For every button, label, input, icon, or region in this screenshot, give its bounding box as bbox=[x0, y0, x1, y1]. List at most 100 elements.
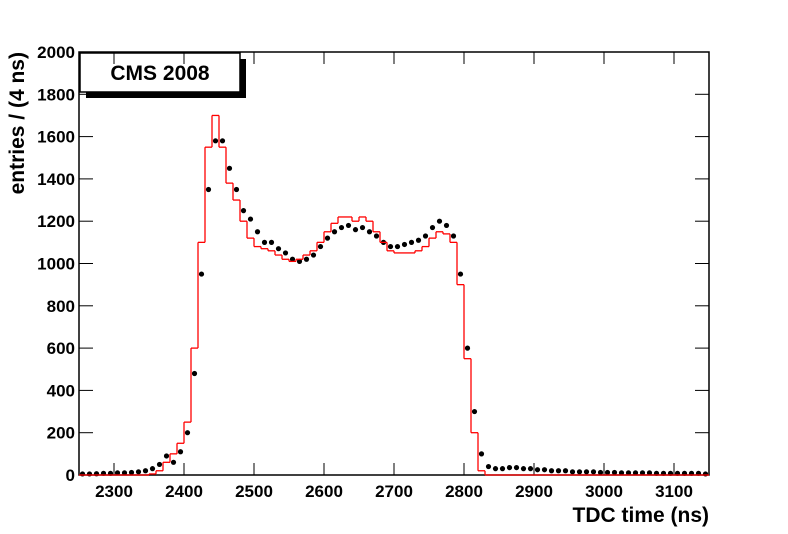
data-point bbox=[289, 256, 296, 262]
data-point bbox=[240, 208, 247, 214]
data-point bbox=[457, 271, 464, 277]
x-tick-label: 2500 bbox=[235, 482, 273, 501]
data-point bbox=[268, 239, 275, 245]
data-point bbox=[247, 216, 254, 222]
data-point bbox=[408, 239, 415, 245]
data-point bbox=[506, 464, 513, 471]
data-point bbox=[541, 467, 548, 473]
data-point bbox=[611, 469, 618, 476]
data-point bbox=[604, 469, 611, 476]
data-point bbox=[261, 239, 268, 245]
data-point bbox=[219, 138, 226, 144]
data-point bbox=[114, 470, 121, 476]
y-tick-label: 1200 bbox=[37, 212, 75, 231]
y-tick-label: 600 bbox=[47, 339, 75, 358]
data-point bbox=[86, 471, 93, 477]
data-point bbox=[555, 468, 562, 474]
data-point bbox=[198, 271, 205, 277]
data-point bbox=[590, 469, 597, 475]
data-point bbox=[359, 224, 366, 231]
y-tick-label: 800 bbox=[47, 297, 75, 316]
data-point bbox=[639, 470, 646, 476]
data-point bbox=[576, 469, 583, 475]
data-point bbox=[436, 218, 443, 224]
data-point bbox=[702, 471, 709, 477]
data-point bbox=[184, 430, 191, 436]
data-point bbox=[310, 252, 317, 258]
y-tick-label: 1000 bbox=[37, 255, 75, 274]
data-point bbox=[331, 229, 338, 235]
data-point bbox=[282, 250, 289, 256]
data-point bbox=[324, 235, 331, 241]
data-point bbox=[569, 469, 576, 475]
data-point bbox=[142, 468, 149, 474]
x-axis-title: TDC time (ns) bbox=[573, 504, 710, 527]
annotation: CMS 2008 bbox=[110, 62, 210, 85]
data-point bbox=[513, 464, 520, 471]
data-point bbox=[520, 466, 527, 472]
data-point bbox=[275, 246, 282, 252]
data-point bbox=[317, 243, 324, 250]
data-point bbox=[618, 470, 625, 476]
data-point bbox=[303, 256, 310, 262]
data-point bbox=[401, 241, 408, 248]
y-tick-label: 1400 bbox=[37, 170, 75, 189]
data-point bbox=[128, 469, 135, 476]
data-point bbox=[135, 469, 142, 475]
data-point bbox=[583, 469, 590, 475]
data-point bbox=[485, 463, 492, 470]
data-point bbox=[205, 186, 212, 193]
data-point bbox=[422, 233, 429, 239]
data-point bbox=[471, 408, 478, 415]
data-point bbox=[79, 471, 86, 477]
data-point bbox=[443, 222, 450, 229]
data-point bbox=[352, 227, 359, 233]
data-point bbox=[156, 461, 163, 468]
data-point bbox=[170, 459, 177, 465]
x-tick-label: 2700 bbox=[375, 482, 413, 501]
data-point bbox=[296, 258, 303, 264]
data-point bbox=[534, 467, 541, 473]
data-point bbox=[632, 470, 639, 476]
label-box bbox=[79, 52, 241, 93]
x-tick-label: 2300 bbox=[95, 482, 133, 501]
data-point bbox=[394, 243, 401, 250]
y-tick-label: 1800 bbox=[37, 85, 75, 104]
plot-frame bbox=[78, 51, 710, 476]
data-point bbox=[499, 466, 506, 472]
data-point bbox=[191, 370, 198, 377]
data-point bbox=[415, 237, 422, 243]
data-point bbox=[177, 449, 184, 455]
data-point bbox=[478, 451, 485, 457]
data-point bbox=[121, 470, 128, 476]
x-tick-label: 3100 bbox=[655, 482, 693, 501]
x-tick-label: 2400 bbox=[165, 482, 203, 501]
data-point bbox=[373, 233, 380, 239]
data-point bbox=[548, 468, 555, 474]
y-tick-label: 1600 bbox=[37, 128, 75, 147]
data-point bbox=[646, 470, 653, 476]
data-point bbox=[345, 222, 352, 229]
y-tick-label: 2000 bbox=[37, 43, 75, 62]
x-tick-label: 2900 bbox=[515, 482, 553, 501]
data-point bbox=[233, 186, 240, 193]
data-point bbox=[387, 243, 394, 250]
data-point bbox=[562, 468, 569, 474]
y-tick-label: 400 bbox=[47, 381, 75, 400]
x-tick-label: 2800 bbox=[445, 482, 483, 501]
data-point bbox=[366, 229, 373, 235]
x-tick-label: 3000 bbox=[585, 482, 623, 501]
data-point bbox=[625, 470, 632, 476]
data-point bbox=[254, 229, 261, 235]
data-point bbox=[163, 453, 170, 459]
data-point bbox=[464, 345, 471, 351]
y-tick-label: 0 bbox=[66, 466, 75, 485]
data-point bbox=[212, 138, 219, 144]
y-axis-title: entries / (4 ns) bbox=[6, 52, 29, 194]
data-point bbox=[597, 469, 604, 476]
data-point bbox=[429, 224, 436, 231]
data-point bbox=[450, 233, 457, 239]
data-point bbox=[149, 466, 156, 472]
data-point bbox=[527, 466, 534, 472]
